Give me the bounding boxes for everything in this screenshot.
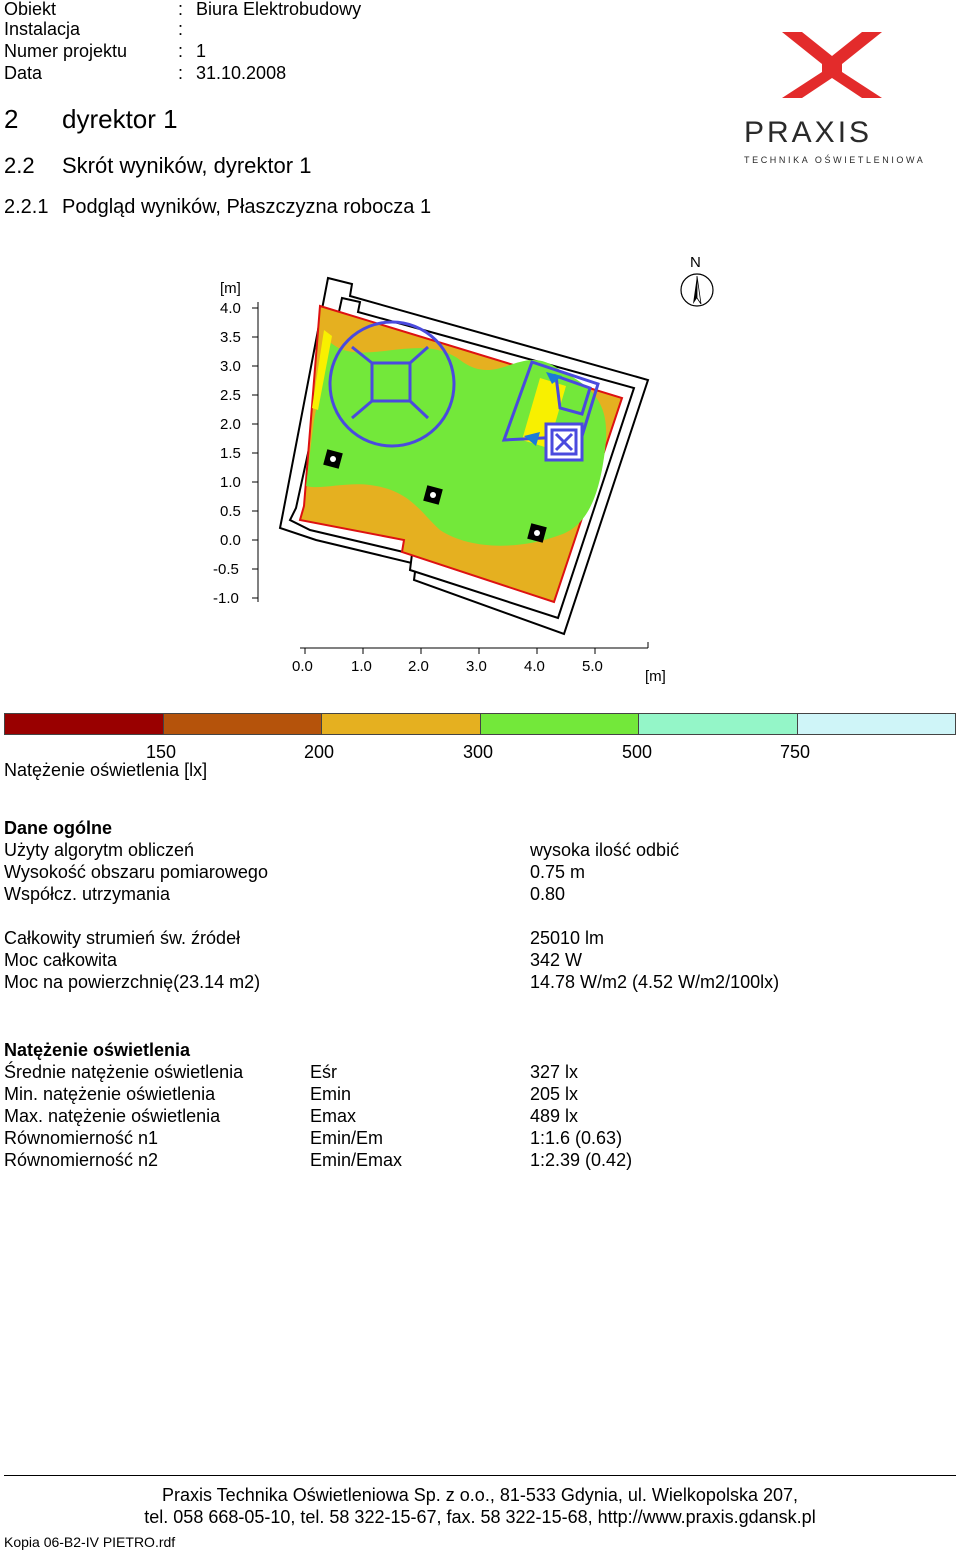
legend-value: 150: [146, 742, 177, 762]
north-label: N: [690, 254, 701, 271]
heading-3-text: Podgląd wyników, Płaszczyzna robocza 1: [62, 196, 432, 218]
axes: [252, 302, 649, 654]
general-label: Współcz. utrzymania: [4, 884, 171, 904]
x-axis-unit: [m]: [645, 668, 666, 685]
illum-value: 489 lx: [530, 1106, 579, 1126]
illum-label: Max. natężenie oświetlenia: [4, 1106, 221, 1126]
y-tick: 0.5: [220, 503, 241, 520]
y-tick: -0.5: [213, 561, 239, 578]
x-tick: 2.0: [408, 658, 429, 675]
legend-color-swatch: [5, 714, 163, 734]
isolux-green-region: [306, 342, 607, 546]
illuminance-legend: [4, 713, 956, 735]
y-tick: 2.5: [220, 387, 241, 404]
y-tick: 1.5: [220, 445, 241, 462]
general-label: Moc całkowita: [4, 950, 118, 970]
illum-symbol: Eśr: [310, 1062, 337, 1082]
meta-value-project-number: 1: [196, 41, 207, 61]
y-tick: 0.0: [220, 532, 241, 549]
luminaire-big-pendant-icon: [328, 320, 456, 448]
legend-value: 500: [622, 742, 653, 762]
y-tick: 2.0: [220, 416, 241, 433]
meta-label-object: Obiekt: [4, 0, 57, 19]
footer-filename: Kopia 06-B2-IV PIETRO.rdf: [4, 1534, 176, 1550]
illum-symbol: Emin: [310, 1084, 352, 1104]
meta-value-object: Biura Elektrobudowy: [196, 0, 362, 19]
illum-symbol: Emin/Em: [310, 1128, 384, 1148]
illum-label: Równomierność n1: [4, 1128, 159, 1148]
footer-contact: tel. 058 668-05-10, tel. 58 322-15-67, f…: [144, 1507, 816, 1527]
meta-sep: :: [178, 19, 184, 39]
meta-label-date: Data: [4, 63, 43, 83]
meta-value-date: 31.10.2008: [196, 63, 287, 83]
x-tick: 1.0: [351, 658, 372, 675]
illum-label: Średnie natężenie oświetlenia: [4, 1062, 244, 1082]
x-tick: 3.0: [466, 658, 487, 675]
general-value: 25010 lm: [530, 928, 605, 948]
general-label: Wysokość obszaru pomiarowego: [4, 862, 268, 882]
general-value: wysoka ilość odbić: [530, 840, 680, 860]
heading-1-text: dyrektor 1: [62, 104, 178, 134]
legend-value: 750: [780, 742, 811, 762]
y-tick: 3.5: [220, 329, 241, 346]
meta-sep: :: [178, 0, 184, 19]
general-label: Całkowity strumień św. źródeł: [4, 928, 241, 948]
legend-value: 200: [304, 742, 335, 762]
legend-color-swatch: [638, 714, 797, 734]
illuminance-section-title: Natężenie oświetlenia: [4, 1040, 191, 1060]
meta-label-project-number: Numer projektu: [4, 41, 128, 61]
heading-1-number: 2: [4, 104, 19, 134]
meta-sep: :: [178, 63, 184, 83]
footer-divider: [4, 1475, 956, 1476]
illum-label: Min. natężenie oświetlenia: [4, 1084, 216, 1104]
y-tick: 1.0: [220, 474, 241, 491]
praxis-x-mark-icon: [782, 32, 882, 98]
footer-address: Praxis Technika Oświetleniowa Sp. z o.o.…: [162, 1485, 798, 1505]
result-plan: [m] 4.0 3.5 3.0 2.5 2.0 1.5 1.0 0.5 0.0 …: [0, 250, 960, 690]
illum-symbol: Emin/Emax: [310, 1150, 403, 1170]
general-label: Moc na powierzchnię(23.14 m2): [4, 972, 261, 992]
logo-brand: PRAXIS: [744, 116, 873, 149]
legend-title: Natężenie oświetlenia [lx]: [4, 760, 208, 780]
general-section-title: Dane ogólne: [4, 818, 113, 838]
legend-color-swatch: [321, 714, 480, 734]
illum-value: 1:1.6 (0.63): [530, 1128, 623, 1148]
y-axis-unit: [m]: [220, 280, 241, 297]
general-label: Użyty algorytm obliczeń: [4, 840, 195, 860]
legend-value: 300: [463, 742, 494, 762]
x-tick: 0.0: [292, 658, 313, 675]
luminaire-desk-group-icon: [501, 360, 600, 462]
general-value: 14.78 W/m2 (4.52 W/m2/100lx): [530, 972, 780, 992]
x-tick: 4.0: [524, 658, 545, 675]
illum-value: 327 lx: [530, 1062, 579, 1082]
heading-2-text: Skrót wyników, dyrektor 1: [62, 153, 312, 178]
general-value: 342 W: [530, 950, 583, 970]
isolux-plan-drawing: [252, 273, 714, 654]
illum-label: Równomierność n2: [4, 1150, 159, 1170]
meta-sep: :: [178, 41, 184, 61]
legend-color-swatch: [162, 714, 321, 734]
north-arrow-icon: [680, 273, 714, 307]
logo-tagline: TECHNIKA OŚWIETLENIOWA: [744, 155, 926, 165]
illum-value: 1:2.39 (0.42): [530, 1150, 633, 1170]
legend-color-bar: [4, 713, 956, 735]
y-tick: 3.0: [220, 358, 241, 375]
y-tick: 4.0: [220, 300, 241, 317]
heading-2-number: 2.2: [4, 153, 35, 178]
general-value: 0.75 m: [530, 862, 586, 882]
meta-label-installation: Instalacja: [4, 19, 81, 39]
praxis-logo: PRAXIS TECHNIKA OŚWIETLENIOWA: [740, 28, 925, 168]
illum-symbol: Emax: [310, 1106, 357, 1126]
illum-value: 205 lx: [530, 1084, 579, 1104]
y-tick: -1.0: [213, 590, 239, 607]
x-tick: 5.0: [582, 658, 603, 675]
legend-color-swatch: [479, 714, 638, 734]
legend-color-swatch: [796, 714, 955, 734]
heading-3-number: 2.2.1: [4, 196, 49, 218]
general-value: 0.80: [530, 884, 566, 904]
